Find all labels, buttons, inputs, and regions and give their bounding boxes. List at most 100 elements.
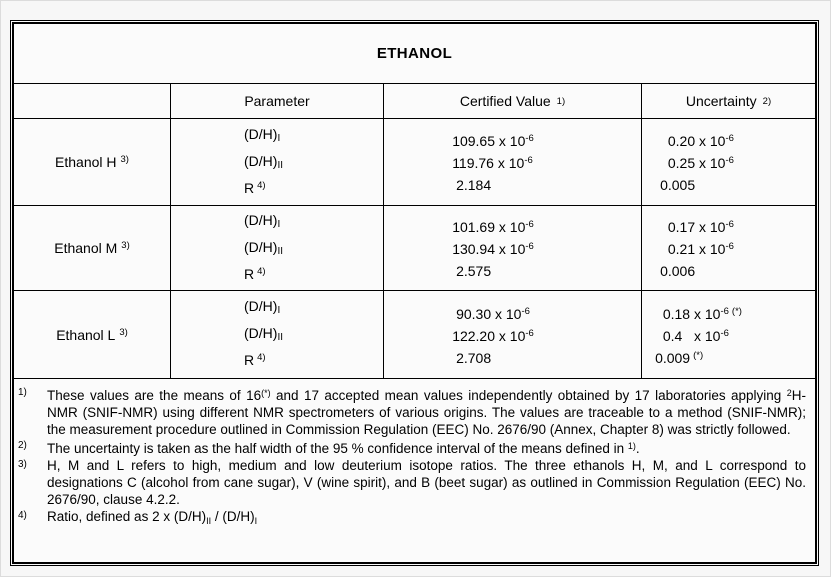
value-exponent: -6 bbox=[720, 305, 729, 317]
value-text: 122.20 x 10 bbox=[452, 327, 526, 344]
footnote-3: 3) H, M and L refers to high, medium and… bbox=[14, 457, 815, 508]
uncertainty-line: 0.25 x 10-6 bbox=[660, 151, 737, 173]
param-base: (D/H) bbox=[244, 238, 278, 255]
table-row-ethanol-l: Ethanol L 3) (D/H)I (D/H)II R 4) 90.30 x 1… bbox=[14, 291, 815, 379]
parameter-block: (D/H)I (D/H)II R 4) bbox=[244, 294, 286, 375]
row-label: Ethanol H 3) bbox=[55, 154, 129, 170]
value-text: 109.65 x 10 bbox=[452, 133, 526, 149]
value-exponent: -6 bbox=[525, 327, 534, 339]
param-footnote-ref: 4) bbox=[257, 352, 266, 363]
footnote-4: 4) Ratio, defined as 2 x (D/H)II / (D/H)… bbox=[14, 508, 815, 530]
header-label-uncertainty: Uncertainty bbox=[685, 93, 757, 109]
footnote-text: Ratio, defined as 2 x (D/H)II / (D/H)I bbox=[47, 508, 806, 530]
value-text: 0.4 x 10 bbox=[655, 327, 721, 344]
uncertainty-line: 0.009 (*) bbox=[655, 346, 742, 368]
value-exponent: -6 bbox=[524, 155, 533, 166]
table-row-ethanol-h: Ethanol H 3) (D/H)I (D/H)II R 4) 109.65 x … bbox=[14, 119, 815, 206]
footnote-segment-sub: I bbox=[254, 516, 258, 526]
row-label-cell: Ethanol M 3) bbox=[14, 206, 171, 290]
param-line-r: R 4) bbox=[244, 348, 286, 375]
param-subscript: II bbox=[277, 159, 283, 171]
row-label-text: Ethanol L bbox=[56, 326, 116, 343]
uncertainty-line: 0.18 x 10-6 (*) bbox=[655, 302, 742, 324]
row-label-footnote-ref: 3) bbox=[119, 326, 128, 338]
certified-value-line: 2.184 bbox=[452, 173, 537, 195]
footnote-marker: 2) bbox=[18, 440, 27, 451]
uncertainty-line: 0.20 x 10-6 bbox=[660, 129, 737, 151]
certified-value-line: 109.65 x 10-6 bbox=[452, 129, 537, 151]
footnote-marker: 1) bbox=[18, 387, 27, 398]
row-label: Ethanol L 3) bbox=[56, 327, 128, 343]
value-note: (*) bbox=[693, 349, 704, 361]
param-base: R bbox=[244, 265, 255, 282]
param-base: (D/H) bbox=[244, 325, 278, 341]
value-text: 0.25 x 10 bbox=[660, 155, 726, 171]
value-exponent: -6 bbox=[525, 241, 534, 252]
uncertainty-block: 0.20 x 10-6 0.25 x 10-6 0.005 bbox=[660, 129, 737, 195]
uncertainty-line: 0.4 x 10-6 bbox=[655, 324, 742, 346]
row-label-footnote-ref: 3) bbox=[120, 154, 129, 165]
value-text: 2.575 bbox=[452, 263, 492, 279]
header-label-certified-value: Certified Value bbox=[459, 93, 551, 109]
table-row-ethanol-m: Ethanol M 3) (D/H)I (D/H)II R 4) 101.69 x … bbox=[14, 206, 815, 291]
param-line-dh2: (D/H)II bbox=[244, 235, 286, 262]
param-subscript: I bbox=[277, 305, 281, 316]
value-text: 101.69 x 10 bbox=[452, 219, 526, 235]
footnote-text: H, M and L refers to high, medium and lo… bbox=[47, 457, 806, 508]
parameter-block: (D/H)I (D/H)II R 4) bbox=[244, 122, 286, 203]
value-exponent: -6 bbox=[725, 133, 734, 144]
value-text: 90.30 x 10 bbox=[452, 305, 522, 322]
parameter-cell: (D/H)I (D/H)II R 4) bbox=[171, 206, 384, 290]
certified-value-cell: 101.69 x 10-6 130.94 x 10-6 2.575 bbox=[384, 206, 642, 290]
footnote-text: The uncertainty is taken as the half wid… bbox=[47, 438, 806, 457]
footnote-segment: H, M and L refers to high, medium and lo… bbox=[47, 458, 806, 507]
param-line-dh1: (D/H)I bbox=[244, 294, 286, 321]
footnote-segment-sup: 1) bbox=[627, 441, 636, 451]
value-text: 130.94 x 10 bbox=[452, 241, 526, 257]
value-text: 0.21 x 10 bbox=[660, 241, 726, 257]
param-line-dh2: (D/H)II bbox=[244, 149, 286, 176]
uncertainty-cell: 0.18 x 10-6 (*) 0.4 x 10-6 0.009 (*) bbox=[642, 291, 815, 378]
table-title: ETHANOL bbox=[376, 45, 453, 62]
table-header-row: Parameter Certified Value 1) Uncertainty 2… bbox=[14, 84, 815, 119]
param-subscript: II bbox=[277, 332, 283, 343]
value-text: 119.76 x 10 bbox=[452, 155, 525, 171]
certified-value-line: 2.575 bbox=[452, 259, 537, 281]
footnote-segment: and 17 accepted mean values independentl… bbox=[270, 388, 787, 403]
certificate-table-inner: ETHANOL Parameter Certified Value 1) Unce… bbox=[12, 22, 817, 564]
row-label-cell: Ethanol H 3) bbox=[14, 119, 171, 205]
value-text: 0.006 bbox=[660, 263, 696, 279]
footnote-1: 1) These values are the means of 16(*) a… bbox=[14, 385, 815, 438]
footnote-segment: / (D/H) bbox=[211, 509, 255, 524]
parameter-cell: (D/H)I (D/H)II R 4) bbox=[171, 291, 384, 378]
param-footnote-ref: 4) bbox=[257, 179, 266, 191]
param-subscript: I bbox=[277, 132, 281, 144]
value-exponent: -6 bbox=[525, 133, 534, 144]
param-footnote-ref: 4) bbox=[257, 265, 266, 277]
param-line-dh1: (D/H)I bbox=[244, 208, 286, 235]
value-text: 0.009 bbox=[655, 349, 691, 366]
certified-value-block: 101.69 x 10-6 130.94 x 10-6 2.575 bbox=[452, 215, 537, 281]
value-exponent: -6 bbox=[525, 219, 534, 230]
footnote-marker: 4) bbox=[18, 510, 27, 521]
certified-value-line: 101.69 x 10-6 bbox=[452, 215, 537, 237]
certificate-table: ETHANOL Parameter Certified Value 1) Unce… bbox=[10, 20, 819, 566]
footnote-segment: The uncertainty is taken as the half wid… bbox=[47, 441, 628, 456]
value-exponent: -6 bbox=[725, 241, 734, 252]
uncertainty-line: 0.006 bbox=[660, 259, 737, 281]
value-exponent: -6 bbox=[521, 305, 530, 317]
value-text: 0.20 x 10 bbox=[660, 133, 726, 149]
param-base: R bbox=[244, 352, 255, 368]
footnote-segment-sup: (*) bbox=[261, 388, 271, 398]
row-label-text: Ethanol M bbox=[54, 240, 118, 256]
footnotes-section: 1) These values are the means of 16(*) a… bbox=[14, 379, 815, 562]
param-line-dh2: (D/H)II bbox=[244, 321, 286, 348]
param-base: (D/H) bbox=[244, 125, 278, 142]
row-label-cell: Ethanol L 3) bbox=[14, 291, 171, 378]
uncertainty-line: 0.005 bbox=[660, 173, 737, 195]
uncertainty-cell: 0.20 x 10-6 0.25 x 10-6 0.005 bbox=[642, 119, 815, 205]
value-text: 2.708 bbox=[452, 349, 492, 366]
certified-value-line: 90.30 x 10-6 bbox=[452, 302, 537, 324]
header-cell-certified-value: Certified Value 1) bbox=[384, 84, 642, 118]
